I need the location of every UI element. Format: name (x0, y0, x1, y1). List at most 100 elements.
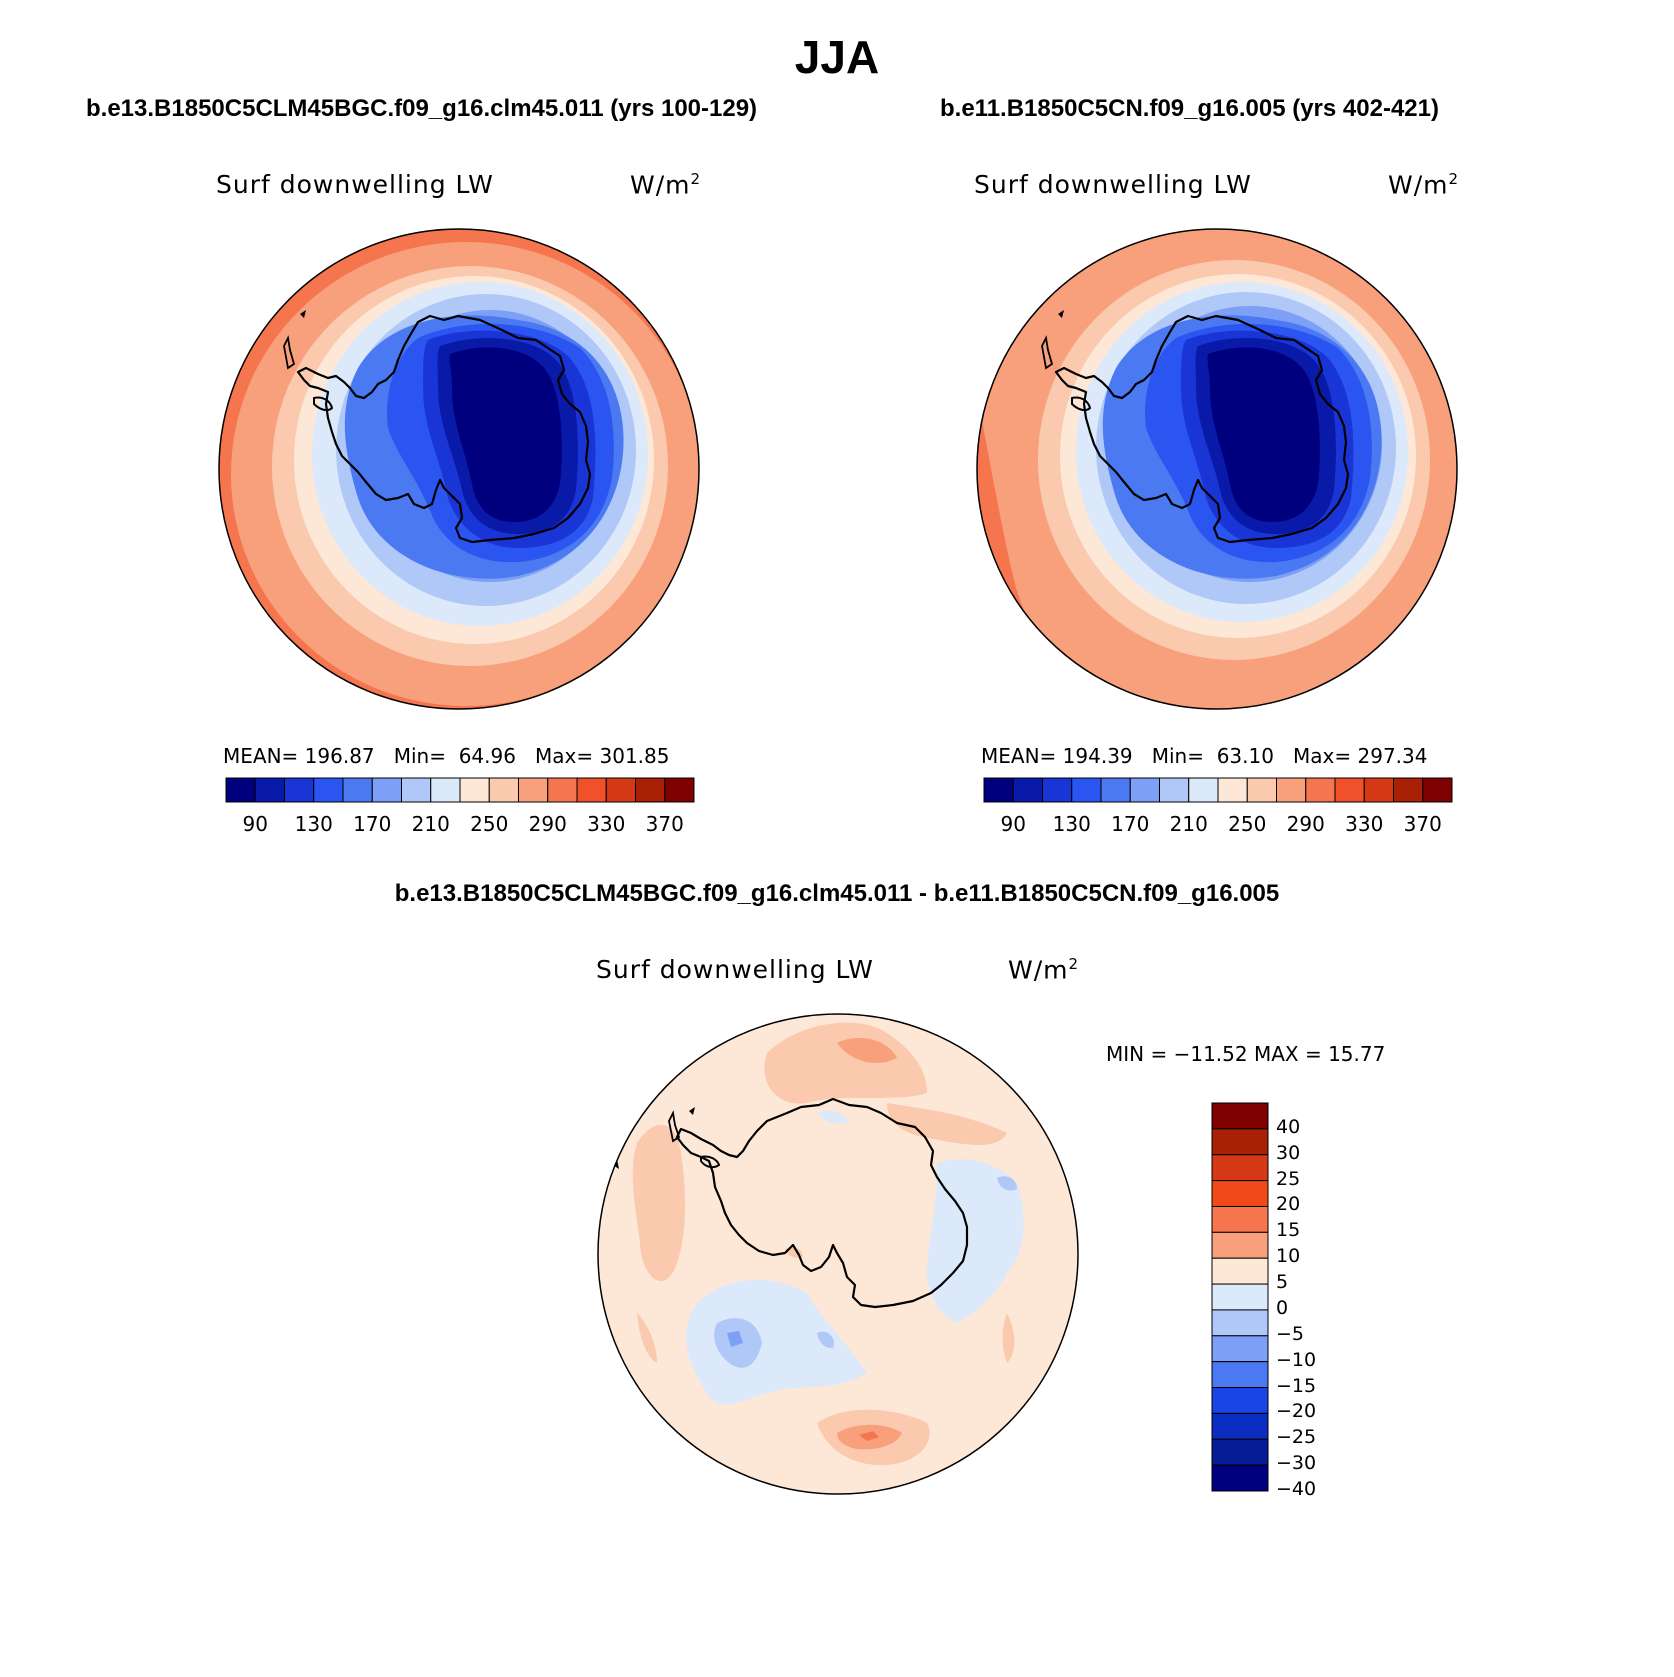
colorbar-swatch (284, 777, 315, 803)
island (300, 310, 306, 318)
colorbar-swatch (1211, 1102, 1269, 1130)
colorbar-swatch (1211, 1412, 1269, 1440)
colorbar-swatch (1211, 1335, 1269, 1363)
colorbar-swatch (1393, 777, 1424, 803)
colorbar-swatch (1217, 777, 1248, 803)
colorbar-swatch (401, 777, 432, 803)
case1-min-label: Min= (393, 744, 446, 768)
colorbar-swatch (1305, 777, 1336, 803)
colorbar-swatch (254, 777, 285, 803)
positive-anomaly-peak (859, 1431, 879, 1441)
ice-shelf-outline (313, 396, 334, 412)
antarctica-coastline (296, 314, 592, 544)
figure-title: JJA (794, 31, 880, 83)
case1-min: 64.96 (458, 744, 516, 768)
case1-title: b.e13.B1850C5CLM45BGC.f09_g16.clm45.011 … (86, 95, 758, 122)
map-boundary (976, 228, 1458, 710)
colorbar-tick-label: 10 (1276, 1245, 1301, 1268)
colorbar-swatch (605, 777, 636, 803)
colorbar-swatch (1211, 1180, 1269, 1207)
colorbar-swatch (1276, 777, 1307, 803)
colorbar-tick-label: 25 (1276, 1167, 1301, 1190)
colorbar-tick-label: 170 (353, 812, 392, 836)
diff-units: W/m2 (1008, 955, 1080, 985)
colorbar-tick-label: 15 (1276, 1219, 1301, 1242)
colorbar-tick-label: −20 (1276, 1400, 1317, 1423)
peninsula-islands (668, 1110, 681, 1143)
map-boundary (597, 1013, 1079, 1495)
colorbar-swatch (664, 777, 695, 803)
negative-anomaly-patch (927, 1159, 1024, 1323)
map-boundary (218, 228, 700, 710)
colorbar-swatch (1129, 777, 1160, 803)
colorbar-tick-label: 250 (470, 812, 509, 836)
colorbar-swatch (430, 777, 461, 803)
colorbar-swatch (342, 777, 373, 803)
case1-mean-label: MEAN= (223, 744, 299, 768)
case2-min-label: Min= (1151, 744, 1204, 768)
negative-anomaly-peak (727, 1331, 743, 1347)
colorbar-swatch (225, 777, 256, 803)
colorbar-tick-label: 5 (1276, 1271, 1289, 1294)
island (230, 346, 236, 356)
case1-variable-title: Surf downwelling LW (216, 170, 494, 199)
ice-shelf-outline (700, 1155, 721, 1169)
case2-mean: 194.39 (1062, 744, 1133, 768)
case2-mean-label: MEAN= (981, 744, 1057, 768)
colorbar-swatch (459, 777, 490, 803)
colorbar-swatch (488, 777, 519, 803)
colorbar-swatch (1211, 1464, 1269, 1492)
colorbar-tick-label: −25 (1276, 1426, 1317, 1449)
colorbar-swatch (1071, 777, 1102, 803)
positive-anomaly-patch (632, 1124, 686, 1282)
diff-variable-title: Surf downwelling LW (596, 955, 874, 984)
antarctica-coastline (1054, 314, 1350, 544)
colorbar-tick-label: 20 (1276, 1193, 1301, 1216)
colorbar-swatch (1363, 777, 1394, 803)
case2-variable-title: Surf downwelling LW (974, 170, 1252, 199)
colorbar-tick-label: 290 (1286, 812, 1325, 836)
colorbar-swatch (1042, 777, 1073, 803)
contour-band-80 (1207, 347, 1320, 522)
case1-stats: MEAN= 196.87 Min= 64.96 Max= 301.85 (223, 744, 669, 768)
case2-polar-map (976, 228, 1458, 710)
antarctica-coastline (675, 1097, 969, 1309)
colorbar-swatch (635, 777, 666, 803)
colorbar-tick-label: 330 (587, 812, 626, 836)
peninsula-islands (1041, 335, 1054, 370)
case2-max: 297.34 (1357, 744, 1428, 768)
island (988, 346, 994, 356)
case1-colorbar-ticks: 90 130 170 210 250 290 330 370 (226, 812, 694, 838)
colorbar-swatch (313, 777, 344, 803)
colorbar-tick-label: −5 (1276, 1322, 1305, 1345)
case2-stats: MEAN= 194.39 Min= 63.10 Max= 297.34 (981, 744, 1427, 768)
colorbar-tick-label: 90 (1000, 812, 1026, 836)
colorbar-tick-label: 370 (1403, 812, 1442, 836)
negative-anomaly-patch (686, 1279, 867, 1405)
colorbar-swatch (1100, 777, 1131, 803)
colorbar-swatch (1211, 1154, 1269, 1182)
case2-title: b.e11.B1850C5CN.f09_g16.005 (yrs 402-421… (940, 95, 1439, 122)
case1-colorbar (225, 777, 695, 803)
case2-colorbar (983, 777, 1453, 803)
colorbar-tick-label: 370 (645, 812, 684, 836)
colorbar-tick-label: 30 (1276, 1141, 1301, 1164)
case2-min: 63.10 (1216, 744, 1274, 768)
colorbar-tick-label: −15 (1276, 1374, 1317, 1397)
positive-anomaly-patch (764, 1022, 927, 1104)
case1-units: W/m2 (630, 170, 702, 200)
case1-max: 301.85 (599, 744, 670, 768)
diff-minmax: MIN = −11.52 MAX = 15.77 (1106, 1042, 1386, 1066)
peninsula-islands (283, 335, 296, 370)
island (689, 1107, 695, 1115)
colorbar-tick-label: 210 (1169, 812, 1208, 836)
colorbar-tick-label: 130 (1052, 812, 1091, 836)
colorbar-swatch (1012, 777, 1043, 803)
colorbar-swatch (983, 777, 1014, 803)
difference-polar-map (597, 1013, 1079, 1495)
case2-units: W/m2 (1388, 170, 1460, 200)
contour-band-80 (449, 347, 562, 522)
colorbar-tick-label: 250 (1228, 812, 1267, 836)
colorbar-swatch (1211, 1309, 1269, 1337)
case2-colorbar-ticks: 90 130 170 210 250 290 330 370 (984, 812, 1452, 838)
